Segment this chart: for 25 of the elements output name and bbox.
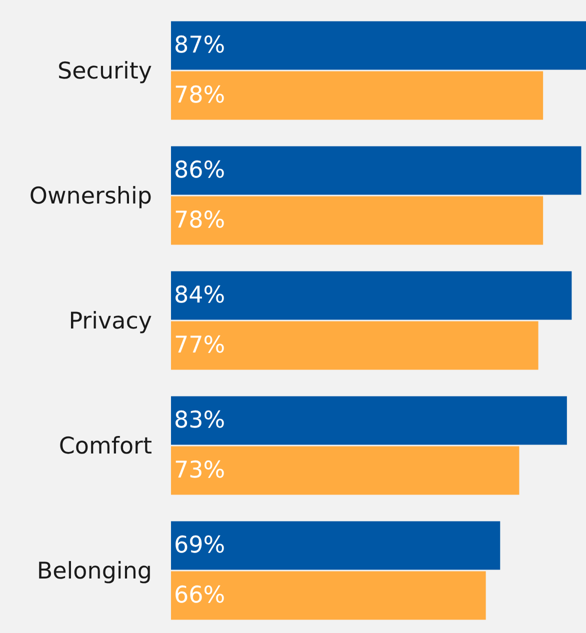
bar [171, 271, 572, 320]
y-tick-label: Belonging [36, 558, 152, 585]
data-label: 73% [174, 458, 226, 484]
bar [171, 446, 520, 495]
data-label: 78% [174, 208, 226, 234]
data-label: 87% [174, 32, 226, 58]
bar [171, 396, 567, 445]
y-tick-label: Ownership [29, 184, 152, 210]
bar [171, 196, 544, 245]
bar [171, 571, 486, 620]
y-tick-label: Comfort [58, 434, 152, 460]
data-label: 84% [174, 282, 226, 308]
y-tick-label: Privacy [68, 308, 152, 335]
bar [171, 521, 500, 570]
data-label: 78% [174, 82, 226, 108]
bar [171, 21, 586, 70]
bar [171, 71, 544, 120]
data-label: 86% [174, 158, 226, 184]
bar [171, 321, 538, 370]
data-label: 66% [174, 582, 226, 608]
data-label: 69% [174, 532, 226, 558]
data-label: 83% [174, 408, 226, 434]
data-label: 77% [174, 332, 226, 358]
bar [171, 146, 582, 195]
y-tick-label: Security [58, 58, 152, 85]
